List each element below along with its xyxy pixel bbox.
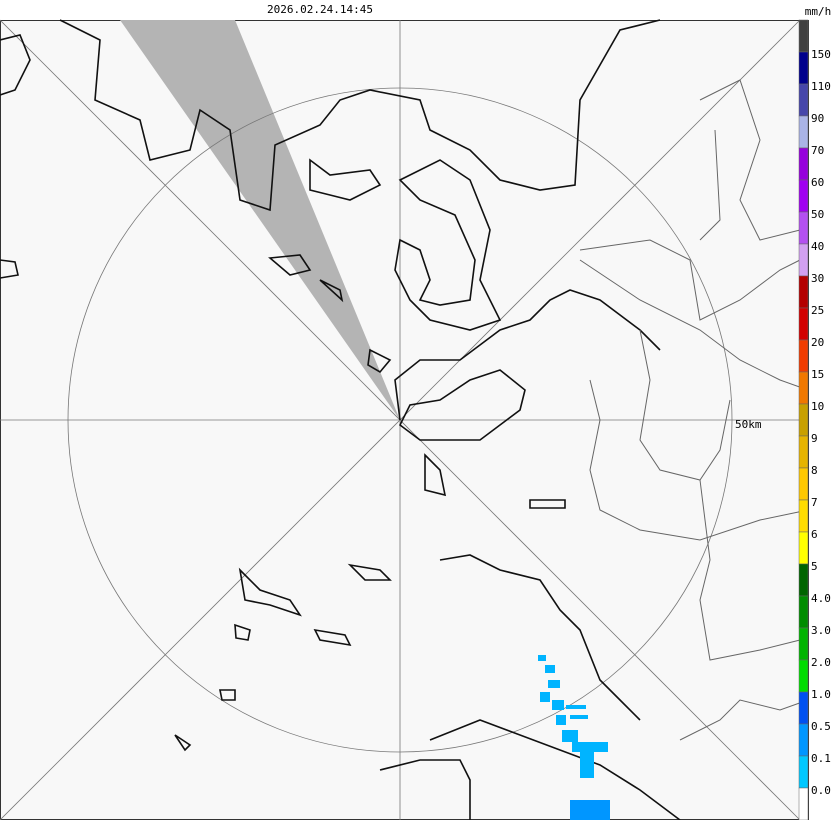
legend-label: 4.0 bbox=[811, 592, 831, 605]
legend-label: 90 bbox=[811, 112, 824, 125]
legend-swatch bbox=[798, 243, 809, 277]
legend-label: 9 bbox=[811, 432, 818, 445]
legend-swatch bbox=[798, 19, 809, 53]
legend-swatch bbox=[798, 563, 809, 597]
legend-swatch bbox=[798, 115, 809, 149]
legend-swatch bbox=[798, 435, 809, 469]
legend-label: 150 bbox=[811, 48, 831, 61]
legend-swatch bbox=[798, 147, 809, 181]
legend-label: 15 bbox=[811, 368, 824, 381]
legend-swatch bbox=[798, 787, 809, 820]
legend-swatch bbox=[798, 755, 809, 789]
legend-swatch bbox=[798, 83, 809, 117]
legend-label: 5 bbox=[811, 560, 818, 573]
legend-label: 1.0 bbox=[811, 688, 831, 701]
legend-swatch bbox=[798, 307, 809, 341]
legend-swatch bbox=[798, 499, 809, 533]
legend-swatch bbox=[798, 531, 809, 565]
legend-label: 3.0 bbox=[811, 624, 831, 637]
legend-label: 7 bbox=[811, 496, 818, 509]
legend-swatch bbox=[798, 179, 809, 213]
legend-swatch bbox=[798, 627, 809, 661]
legend-label: 60 bbox=[811, 176, 824, 189]
legend-label: 0.1 bbox=[811, 752, 831, 765]
radar-echo-core bbox=[570, 800, 610, 820]
coastlines bbox=[0, 19, 681, 820]
blocked-sector bbox=[120, 20, 400, 420]
legend-label: 10 bbox=[811, 400, 824, 413]
admin-borders bbox=[579, 79, 809, 741]
legend-swatch bbox=[798, 211, 809, 245]
legend-swatch bbox=[798, 403, 809, 437]
legend-label: 6 bbox=[811, 528, 818, 541]
legend-label: 50 bbox=[811, 208, 824, 221]
legend-swatch bbox=[798, 339, 809, 373]
legend-swatch bbox=[798, 467, 809, 501]
timestamp: 2026.02.24.14:45 bbox=[267, 3, 373, 16]
legend-label: 70 bbox=[811, 144, 824, 157]
legend-label: 20 bbox=[811, 336, 824, 349]
legend-swatch bbox=[798, 275, 809, 309]
legend-swatch bbox=[798, 691, 809, 725]
unit-label: mm/h bbox=[805, 5, 832, 18]
legend-label: 0.5 bbox=[811, 720, 831, 733]
legend-swatch bbox=[798, 723, 809, 757]
legend-swatch bbox=[798, 595, 809, 629]
legend-swatch bbox=[798, 371, 809, 405]
legend-swatch bbox=[798, 659, 809, 693]
legend-label: 25 bbox=[811, 304, 824, 317]
legend-label: 40 bbox=[811, 240, 824, 253]
legend-label: 110 bbox=[811, 80, 831, 93]
legend-swatch bbox=[798, 51, 809, 85]
range-label: 50km bbox=[735, 418, 762, 431]
legend-label: 0.0 bbox=[811, 784, 831, 797]
legend-label: 2.0 bbox=[811, 656, 831, 669]
legend-label: 30 bbox=[811, 272, 824, 285]
legend-label: 8 bbox=[811, 464, 818, 477]
